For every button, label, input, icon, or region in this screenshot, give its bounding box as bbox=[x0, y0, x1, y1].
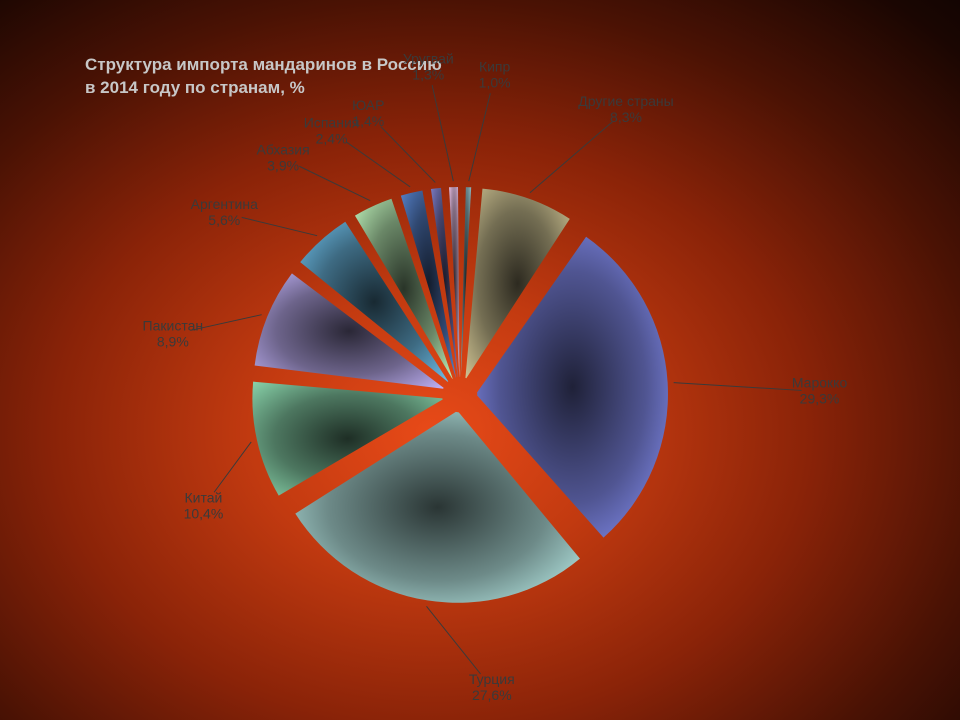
slice-label: Испания2,4% bbox=[304, 115, 360, 147]
leader-line bbox=[214, 442, 251, 492]
slice-label: Турция27,6% bbox=[469, 671, 515, 703]
leader-line bbox=[381, 127, 435, 183]
leader-line bbox=[427, 606, 481, 674]
slice-label: Кипр1,0% bbox=[479, 59, 511, 91]
leader-line bbox=[530, 122, 612, 193]
chart-background: Структура импорта мандаринов в Россию в … bbox=[0, 0, 960, 720]
leader-line bbox=[674, 383, 802, 391]
slice-label: Другие страны8,3% bbox=[578, 93, 674, 125]
leader-line bbox=[469, 93, 491, 181]
slice-label: Пакистан8,9% bbox=[143, 317, 204, 349]
slice-label: Аргентина5,6% bbox=[191, 196, 258, 228]
slice-label: Уругвай1,3% bbox=[403, 51, 454, 83]
pie-chart: Марокко29,3% Турция27,6% Китай10,4% Пакиста… bbox=[0, 0, 960, 720]
slice-label: Китай10,4% bbox=[184, 490, 224, 522]
leader-line bbox=[242, 217, 317, 235]
leader-line bbox=[432, 85, 453, 181]
slice-label: ЮАР1,4% bbox=[352, 97, 384, 129]
leader-line bbox=[299, 166, 370, 200]
slice-label: Марокко29,3% bbox=[792, 375, 848, 407]
leader-line bbox=[346, 142, 410, 187]
slice-label: Абхазия3,9% bbox=[257, 141, 310, 173]
